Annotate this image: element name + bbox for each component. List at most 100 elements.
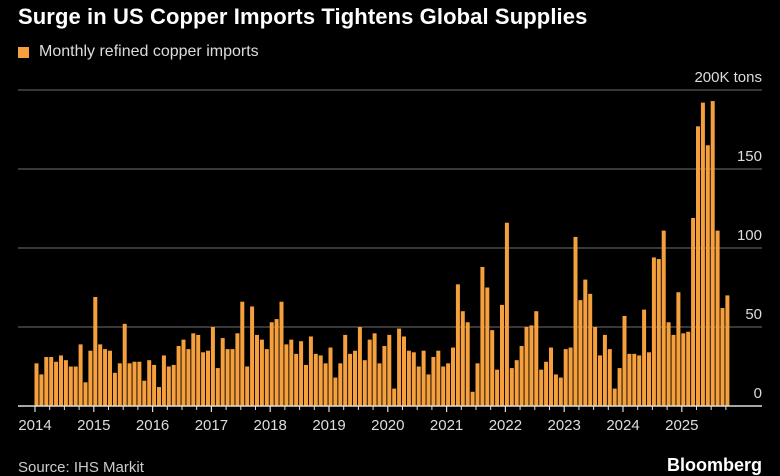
bar [299, 341, 304, 406]
bar [289, 339, 294, 406]
bar [377, 363, 382, 406]
bar [651, 257, 656, 406]
bar [259, 339, 264, 406]
x-tick-label: 2016 [136, 417, 169, 434]
bar [602, 334, 607, 406]
bar [416, 366, 421, 406]
bar [39, 374, 44, 406]
brand-logo: Bloomberg [666, 455, 762, 475]
bar [83, 382, 88, 406]
bar [485, 287, 490, 406]
bar [362, 360, 367, 406]
bar [348, 353, 353, 406]
bar [725, 295, 730, 406]
bar [225, 349, 230, 406]
bar [583, 279, 588, 406]
bar [294, 353, 299, 406]
bar [338, 363, 343, 406]
bar [186, 349, 191, 406]
bar [279, 301, 284, 406]
x-tick-label: 2022 [489, 417, 522, 434]
bar [357, 327, 362, 406]
bar [406, 350, 411, 406]
bar [353, 350, 357, 406]
bar [446, 363, 451, 406]
bar [54, 361, 59, 406]
y-tick-label: 150 [737, 148, 762, 165]
bar [215, 368, 220, 406]
bar [333, 377, 338, 406]
bar [255, 334, 259, 406]
bar [161, 355, 166, 406]
x-tick-label: 2015 [77, 417, 110, 434]
bar [598, 355, 602, 406]
bar [588, 293, 593, 406]
bar [397, 328, 402, 406]
bar [308, 336, 313, 406]
bar [666, 322, 671, 406]
y-tick-label: 200K tons [694, 69, 762, 86]
bar [700, 102, 705, 406]
bar [455, 284, 460, 406]
legend: Monthly refined copper imports [18, 43, 259, 61]
bar [470, 391, 475, 406]
bar [519, 345, 524, 406]
bar [318, 355, 323, 406]
bar [117, 363, 122, 406]
bar [411, 352, 416, 406]
bar [313, 353, 318, 406]
bar [696, 126, 700, 406]
bar [656, 259, 661, 406]
bar [686, 331, 691, 406]
bar [367, 339, 372, 406]
x-tick-label: 2025 [665, 417, 698, 434]
bar [607, 349, 612, 406]
bar [166, 366, 171, 406]
bar [524, 327, 529, 406]
bar [157, 387, 161, 406]
bar [191, 333, 196, 406]
bar [676, 292, 681, 406]
bar [529, 325, 534, 406]
bar [460, 311, 465, 406]
bar [500, 304, 504, 406]
bar [264, 349, 269, 406]
bar [59, 355, 63, 406]
bar [181, 339, 186, 406]
bar [171, 364, 176, 406]
bar [681, 333, 686, 406]
bar [544, 361, 549, 406]
bar [612, 388, 617, 406]
bar [549, 347, 553, 406]
x-tick-label: 2018 [254, 417, 287, 434]
bar [34, 363, 39, 406]
bar [44, 357, 49, 406]
bar [715, 230, 720, 406]
bar [661, 230, 666, 406]
bar [495, 369, 500, 406]
bar [539, 369, 544, 406]
bar [304, 364, 308, 406]
bar [593, 327, 598, 406]
bar [490, 330, 495, 406]
bar [441, 366, 446, 406]
bar [122, 323, 127, 406]
x-tick-label: 2020 [371, 417, 404, 434]
bar [578, 300, 583, 406]
bar [710, 101, 715, 406]
bar [504, 222, 509, 406]
bar [68, 366, 73, 406]
bar [250, 306, 255, 406]
bar [176, 345, 181, 406]
bar [147, 360, 152, 406]
bar [88, 350, 93, 406]
bar [568, 347, 573, 406]
bar [372, 333, 377, 406]
x-tick-label: 2024 [606, 417, 639, 434]
bar [637, 355, 642, 406]
bar [691, 217, 696, 406]
bar [392, 388, 397, 406]
bar [108, 350, 112, 406]
bar [206, 350, 210, 406]
